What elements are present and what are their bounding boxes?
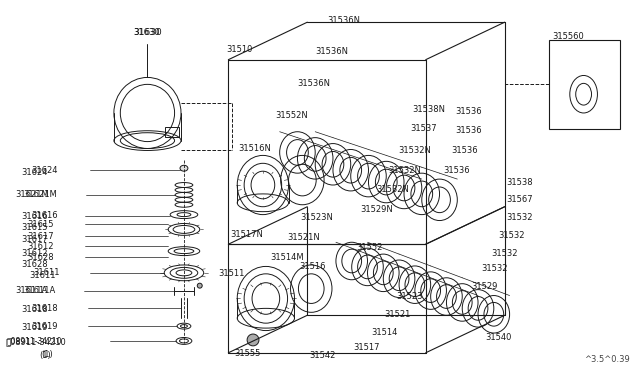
Text: 31536: 31536 (451, 146, 478, 155)
Text: 31514: 31514 (371, 328, 398, 337)
Text: 31624: 31624 (31, 166, 58, 175)
Text: 315560: 315560 (552, 32, 584, 41)
Bar (165, 127, 179, 137)
Text: ⓝ08911-34210: ⓝ08911-34210 (5, 337, 66, 346)
Text: 31612: 31612 (27, 242, 54, 251)
Text: 31532: 31532 (491, 248, 517, 257)
Text: 31628: 31628 (21, 260, 48, 269)
Text: 31516N: 31516N (238, 144, 271, 153)
Text: 31555: 31555 (234, 349, 260, 358)
Text: 31523: 31523 (396, 292, 422, 301)
Text: 31618: 31618 (31, 304, 58, 313)
Text: 31538N: 31538N (412, 105, 445, 113)
Text: 31616: 31616 (21, 212, 48, 221)
Ellipse shape (180, 165, 188, 171)
Text: 31511: 31511 (218, 269, 245, 278)
Text: 31521N: 31521N (287, 233, 321, 242)
Text: 31611A: 31611A (15, 286, 47, 295)
Text: 31618: 31618 (21, 305, 48, 314)
Text: 31536N: 31536N (298, 79, 330, 88)
Text: 31536: 31536 (455, 126, 482, 135)
Text: 31616: 31616 (31, 211, 58, 220)
Text: 31621M: 31621M (15, 190, 49, 199)
Text: 31552N: 31552N (276, 112, 308, 121)
Text: 31540: 31540 (485, 333, 511, 343)
Text: 31617: 31617 (21, 235, 48, 244)
Text: 31612: 31612 (21, 248, 47, 257)
Text: 31536N: 31536N (327, 16, 360, 25)
Text: 31510: 31510 (227, 45, 253, 54)
Text: 31517N: 31517N (230, 230, 263, 239)
Text: 31630: 31630 (134, 28, 160, 36)
Text: 31611: 31611 (29, 271, 56, 280)
Ellipse shape (197, 283, 202, 288)
Ellipse shape (247, 334, 259, 346)
Text: 31542: 31542 (309, 351, 335, 360)
Text: 31532N: 31532N (398, 146, 431, 155)
Text: (1): (1) (41, 350, 52, 359)
Text: 31537: 31537 (410, 124, 436, 133)
Text: 31617: 31617 (27, 232, 54, 241)
Text: (1): (1) (39, 351, 51, 360)
Text: 31538: 31538 (507, 177, 533, 186)
Text: 31536: 31536 (455, 106, 482, 115)
Text: 31516: 31516 (300, 262, 326, 272)
Text: 31532: 31532 (507, 213, 533, 222)
Text: 31615: 31615 (21, 223, 47, 232)
Text: 31630: 31630 (134, 28, 163, 36)
Text: ^3.5^0.39: ^3.5^0.39 (584, 355, 629, 364)
Text: 31529N: 31529N (360, 205, 394, 214)
Text: 31624: 31624 (21, 168, 47, 177)
Text: 31628: 31628 (27, 253, 54, 262)
Text: 31552: 31552 (356, 243, 383, 252)
Text: 31532N: 31532N (376, 186, 409, 195)
Text: 31619: 31619 (31, 322, 58, 331)
Text: 31615: 31615 (27, 220, 54, 229)
Text: 31536: 31536 (444, 166, 470, 175)
Text: 31621M: 31621M (23, 190, 57, 199)
Text: 31611A: 31611A (23, 286, 55, 295)
Text: 31619: 31619 (21, 323, 47, 331)
Text: 31536N: 31536N (316, 47, 348, 56)
Text: 31521: 31521 (384, 310, 411, 319)
Text: 31517: 31517 (354, 343, 380, 352)
Text: 31529: 31529 (471, 282, 497, 291)
Text: 31532: 31532 (481, 264, 508, 273)
Text: 31611: 31611 (33, 268, 60, 278)
Text: 31567: 31567 (507, 195, 533, 204)
Text: ⓝ08911-34210: ⓝ08911-34210 (6, 336, 62, 346)
Bar (549, 40, 620, 129)
Text: 31532: 31532 (499, 231, 525, 240)
Text: 31523N: 31523N (300, 213, 333, 222)
Text: 31514M: 31514M (270, 253, 303, 262)
Text: 31532N: 31532N (388, 166, 421, 175)
